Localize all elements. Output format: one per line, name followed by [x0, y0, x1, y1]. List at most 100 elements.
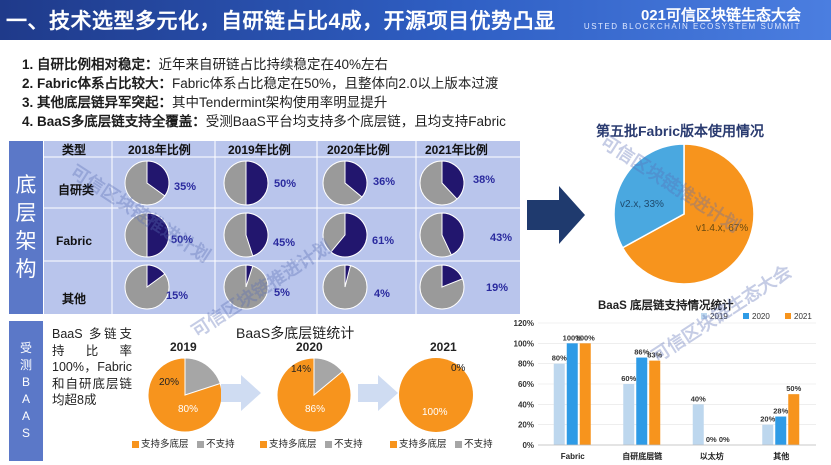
bar-data-label: 50%	[786, 384, 801, 393]
baas-2021-support-label: 100%	[422, 407, 448, 418]
bar-category-label: 以太坊	[700, 451, 724, 461]
legend-no-text: 不支持	[206, 439, 235, 450]
pie-fabric-2020-slice	[330, 212, 368, 258]
baas-bar-chart: 0% 20% 40% 60% 80% 100% 120% 2019 2020 2021 80% 100…	[514, 312, 816, 461]
arch-label-char: 构	[15, 257, 37, 281]
baas-pie-2019-support	[147, 357, 223, 433]
pct-other-2021: 19%	[486, 282, 509, 294]
pct-other-2020: 4%	[374, 288, 390, 300]
arch-section-label: 底 层 架 构	[9, 141, 43, 314]
pie-self-2019-slice	[245, 160, 269, 206]
pct-self-2021: 38%	[473, 174, 496, 186]
baas-pies-svg	[147, 357, 474, 433]
legend-support-text: 支持多底层	[399, 439, 447, 450]
legend-swatch-support	[132, 441, 139, 448]
pie-self-2018-slice	[146, 160, 170, 197]
bar-data-label: 83%	[647, 351, 662, 360]
baas-year-2019: 2019	[170, 340, 197, 354]
legend-swatch-support	[260, 441, 267, 448]
bar-legend: 2019 2020 2021	[701, 312, 812, 321]
baas-legend-2019: 支持多底层 不支持	[132, 436, 235, 450]
bar-data-label: 86%	[634, 348, 649, 357]
bar-data-label: 100%	[563, 333, 583, 342]
baas-pie-2020-support	[276, 357, 352, 433]
pct-fabric-2018: 50%	[171, 234, 194, 246]
row-label-fabric: Fabric	[56, 234, 93, 248]
bar-data-label: 100%	[576, 333, 596, 342]
bar-data-label: 0%	[706, 435, 717, 444]
baas-pie-2021-support	[399, 358, 473, 432]
fabric-pie-label-v14: v1.4.x, 67%	[696, 223, 749, 234]
pie-fabric-2021-slice	[441, 212, 465, 256]
bar-2019-2	[692, 404, 704, 445]
finding-4-key: 4. BaaS多底层链支持全覆盖：	[22, 114, 206, 129]
row-label-self: 自研类	[58, 183, 95, 197]
bar-data-label: 0%	[719, 435, 730, 444]
fabric-version-pie	[613, 143, 755, 285]
bar-data-label: 80%	[552, 354, 567, 363]
baas-2020-no-label: 14%	[291, 364, 312, 375]
baas-label-char: S	[21, 426, 30, 440]
baas-2021-no-label: 0%	[451, 363, 466, 374]
legend-support-text: 支持多底层	[141, 439, 189, 450]
baas-label-char: A	[21, 392, 30, 406]
baas-2019-no-label: 20%	[159, 377, 180, 388]
bar-2021-0	[579, 343, 591, 445]
bar-ytick-label: 100%	[514, 339, 534, 348]
bar-2020-3	[775, 416, 787, 445]
baas-label-char: 测	[19, 358, 32, 372]
fabric-version-title: 第五批Fabric版本使用情况	[596, 123, 765, 139]
finding-3-key: 3. 其他底层链异军突起：	[22, 95, 173, 110]
baas-summary-text: BaaS 多链支持比率100%，Fabric和自研底层链均超8成	[52, 327, 132, 407]
bar-category-label: 其他	[773, 451, 789, 461]
bar-data-label: 60%	[621, 374, 636, 383]
bar-legend-swatch	[785, 313, 791, 319]
pct-self-2019: 50%	[274, 178, 297, 190]
baas-legend-2021: 支持多底层 不支持	[390, 436, 493, 450]
bar-2021-3	[788, 394, 800, 445]
pie-self-2020-slice	[344, 160, 368, 198]
pct-self-2020: 36%	[373, 176, 396, 188]
key-findings: 1. 自研比例相对稳定：近年来自研链占比持续稳定在40%左右 2. Fabric…	[22, 55, 506, 131]
finding-4-text: 受测BaaS平台均支持多个底层链，且均支持Fabric	[205, 114, 506, 129]
fabric-pie-label-v2: v2.x, 33%	[620, 199, 664, 210]
baas-year-2020: 2020	[296, 340, 323, 354]
pct-fabric-2020: 61%	[372, 235, 395, 247]
bar-category-label: Fabric	[561, 452, 586, 461]
bar-category-label: 自研底层链	[622, 451, 663, 461]
pct-fabric-2021: 43%	[490, 232, 513, 244]
pie-other-2019-slice	[245, 264, 254, 288]
bar-ytick-label: 0%	[522, 441, 534, 450]
col-header-2020: 2020年比例	[327, 143, 390, 157]
finding-2: 2. Fabric体系占比较大：Fabric体系占比稳定在50%，且整体向2.0…	[22, 74, 506, 93]
legend-swatch-no	[325, 441, 333, 448]
bar-2019-0	[553, 363, 565, 445]
page-title: 一、技术选型多元化，自研链占比4成，开源项目优势凸显	[6, 10, 556, 33]
header-bar: 一、技术选型多元化，自研链占比4成，开源项目优势凸显 021可信区块链生态大会 …	[0, 0, 831, 40]
arch-pie-grid: 类型 2018年比例 2019年比例 2020年比例 2021年比例 自研类 F…	[44, 141, 520, 314]
bar-ytick-label: 40%	[518, 400, 534, 409]
arch-pies-svg	[44, 141, 520, 314]
bar-legend-swatch	[743, 313, 749, 319]
bar-chart-title: BaaS 底层链支持情况统计	[598, 300, 734, 312]
arch-label-char: 底	[15, 173, 37, 197]
finding-3-text: 其中Tendermint架构使用率明显提升	[172, 95, 388, 110]
bar-data-label: 28%	[773, 407, 788, 416]
fabric-pie-slice-1	[613, 143, 685, 249]
finding-3: 3. 其他底层链异军突起：其中Tendermint架构使用率明显提升	[22, 93, 506, 112]
pie-fabric-2019-slice	[245, 212, 269, 257]
bar-data-label: 40%	[691, 394, 706, 403]
pie-other-2018-slice	[146, 264, 166, 288]
baas-2019-support-label: 80%	[178, 404, 199, 415]
transition-arrow	[527, 186, 585, 244]
bar-ytick-label: 60%	[518, 380, 534, 389]
legend-no-text: 不支持	[334, 439, 363, 450]
col-header-2019: 2019年比例	[228, 143, 291, 157]
pie-fabric-2018-slice	[146, 212, 170, 258]
legend-no-text: 不支持	[464, 439, 493, 450]
bar-2019-1	[623, 384, 635, 445]
pct-fabric-2019: 45%	[273, 237, 296, 249]
baas-2020-support-label: 86%	[305, 404, 326, 415]
baas-label-char: A	[21, 409, 30, 423]
bar-data-label: 20%	[760, 415, 775, 424]
